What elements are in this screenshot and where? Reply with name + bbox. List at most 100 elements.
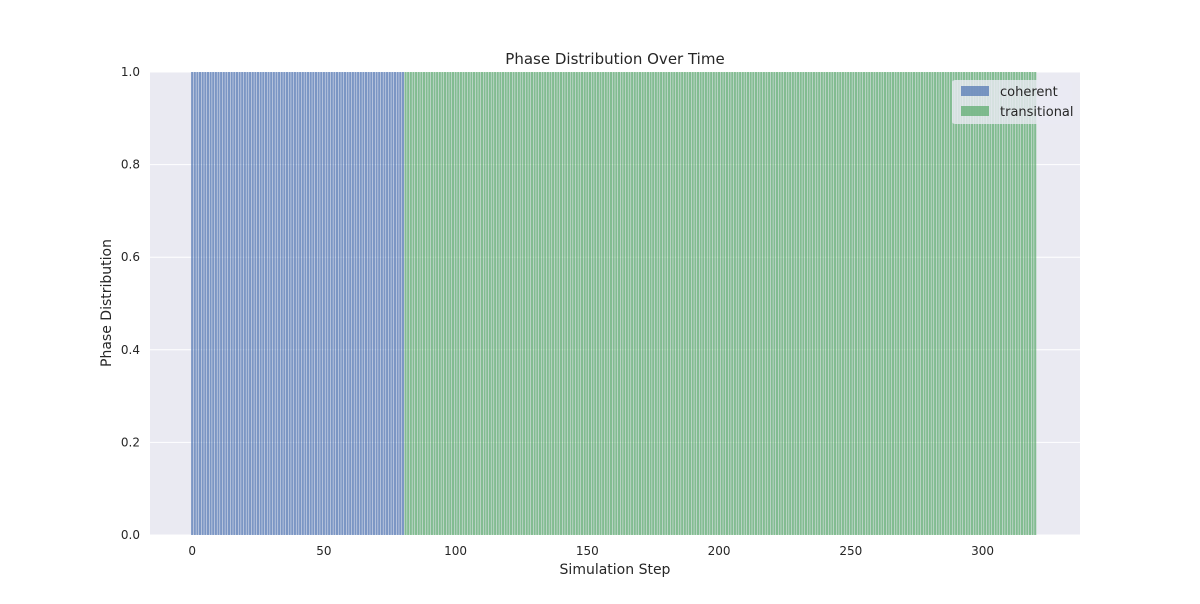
- bar-transitional: [773, 72, 776, 535]
- bar-transitional: [815, 72, 818, 535]
- bar-coherent: [399, 72, 402, 535]
- bar-coherent: [351, 72, 354, 535]
- bar-transitional: [928, 72, 931, 535]
- bar-transitional: [654, 72, 657, 535]
- bar-transitional: [915, 72, 918, 535]
- bar-coherent: [233, 72, 236, 535]
- bar-transitional: [797, 72, 800, 535]
- bar-transitional: [886, 72, 889, 535]
- bar-transitional: [604, 72, 607, 535]
- bar-transitional: [973, 72, 976, 535]
- bar-transitional: [833, 72, 837, 535]
- bar-transitional: [512, 72, 515, 535]
- bar-coherent: [222, 72, 225, 535]
- bar-transitional: [607, 72, 610, 535]
- bar-transitional: [504, 72, 507, 535]
- bar-coherent: [293, 72, 296, 535]
- bar-transitional: [936, 72, 939, 535]
- bar-transitional: [565, 72, 568, 535]
- bar-transitional: [963, 72, 966, 535]
- bar-transitional: [807, 72, 810, 535]
- bar-transitional: [588, 72, 592, 535]
- bar-transitional: [638, 72, 642, 535]
- bar-transitional: [483, 72, 486, 535]
- bar-transitional: [678, 72, 681, 535]
- bar-coherent: [343, 72, 347, 535]
- bar-coherent: [214, 72, 217, 535]
- bar-transitional: [934, 72, 937, 535]
- bar-coherent: [212, 72, 215, 535]
- bar-transitional: [1018, 72, 1021, 535]
- x-tick-label: 100: [444, 544, 467, 558]
- bar-coherent: [333, 72, 336, 535]
- bar-transitional: [609, 72, 613, 535]
- bar-transitional: [407, 72, 410, 535]
- x-tick-label: 300: [971, 544, 994, 558]
- bar-transitional: [541, 72, 544, 535]
- bar-transitional: [920, 72, 923, 535]
- bar-transitional: [625, 72, 628, 535]
- bar-coherent: [304, 72, 307, 535]
- bar-transitional: [970, 72, 974, 535]
- bar-coherent: [375, 72, 378, 535]
- bar-transitional: [412, 72, 415, 535]
- bar-transitional: [620, 72, 623, 535]
- bar-transitional: [486, 72, 489, 535]
- bar-transitional: [470, 72, 473, 535]
- y-tick-label: 0.0: [121, 528, 140, 542]
- bar-coherent: [285, 72, 289, 535]
- bar-transitional: [438, 72, 441, 535]
- bar-transitional: [710, 72, 713, 535]
- bar-coherent: [391, 72, 394, 535]
- bar-transitional: [691, 72, 694, 535]
- bar-coherent: [249, 72, 252, 535]
- bar-coherent: [283, 72, 286, 535]
- y-tick-label: 1.0: [121, 65, 140, 79]
- bar-transitional: [446, 72, 449, 535]
- bar-coherent: [206, 72, 210, 535]
- bar-transitional: [670, 72, 673, 535]
- x-axis-label: Simulation Step: [560, 562, 671, 578]
- bar-coherent: [288, 72, 291, 535]
- bar-transitional: [644, 72, 647, 535]
- x-tick-label: 250: [839, 544, 862, 558]
- bar-transitional: [436, 72, 439, 535]
- bar-transitional: [897, 72, 900, 535]
- x-tick-label: 50: [316, 544, 331, 558]
- bar-transitional: [926, 72, 929, 535]
- bar-coherent: [325, 72, 328, 535]
- bar-transitional: [733, 72, 736, 535]
- bar-transitional: [409, 72, 412, 535]
- bars: [191, 72, 1037, 535]
- chart-title: Phase Distribution Over Time: [505, 50, 724, 68]
- bar-coherent: [364, 72, 368, 535]
- legend-swatch-transitional: [961, 106, 989, 116]
- bar-transitional: [810, 72, 813, 535]
- bar-transitional: [994, 72, 997, 535]
- bar-transitional: [533, 72, 536, 535]
- bar-transitional: [494, 72, 497, 535]
- bar-coherent: [217, 72, 220, 535]
- bar-transitional: [591, 72, 594, 535]
- bar-coherent: [317, 72, 320, 535]
- bar-transitional: [849, 72, 852, 535]
- bar-transitional: [525, 72, 528, 535]
- bar-transitional: [457, 72, 460, 535]
- legend-label-coherent: coherent: [1000, 85, 1058, 100]
- bar-coherent: [338, 72, 341, 535]
- bar-transitional: [422, 72, 426, 535]
- bar-coherent: [272, 72, 275, 535]
- bar-coherent: [193, 72, 196, 535]
- bar-transitional: [923, 72, 926, 535]
- bar-coherent: [264, 72, 267, 535]
- bar-transitional: [746, 72, 750, 535]
- bar-transitional: [876, 72, 879, 535]
- bar-transitional: [912, 72, 916, 535]
- bar-transitional: [881, 72, 884, 535]
- bar-transitional: [783, 72, 786, 535]
- bar-transitional: [575, 72, 578, 535]
- bar-transitional: [725, 72, 729, 535]
- bar-coherent: [330, 72, 333, 535]
- bar-coherent: [383, 72, 386, 535]
- bar-transitional: [562, 72, 565, 535]
